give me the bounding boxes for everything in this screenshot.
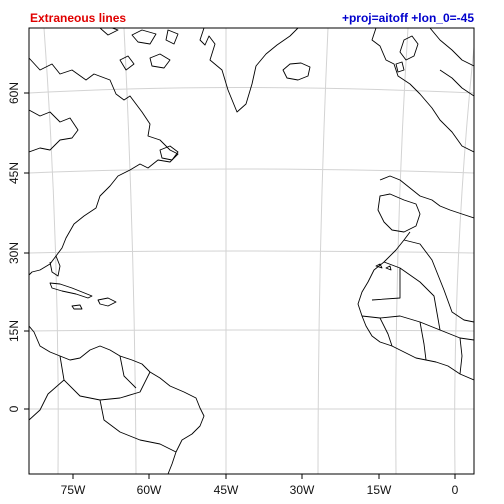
scandinavia-coast (429, 28, 474, 97)
british-isles-coast (395, 35, 419, 73)
arctic-island-3 (149, 53, 171, 69)
africa-coast (357, 231, 474, 381)
newfoundland-coast (159, 145, 179, 161)
y-tick-label: 30N (7, 242, 21, 264)
y-tick-label: 0 (7, 405, 21, 412)
y-axis-labels: 0 15N 30N 45N 60N (7, 82, 21, 412)
y-axis (24, 92, 29, 410)
x-tick-label: 15W (367, 483, 392, 497)
europe-coast (371, 28, 474, 219)
map-plot (0, 28, 474, 474)
meridian-0 (454, 42, 474, 474)
hispaniola-coast (97, 297, 117, 307)
plot-frame (28, 27, 475, 475)
arctic-island-1 (99, 28, 119, 36)
x-tick-label: 60W (137, 483, 162, 497)
parallel-30n (29, 250, 474, 254)
iberia-coast (377, 193, 421, 233)
x-tick-label: 0 (452, 483, 459, 497)
central-america-coast (29, 325, 205, 474)
x-axis (72, 474, 456, 479)
x-tick-label: 75W (61, 483, 86, 497)
arctic-island-2 (131, 29, 157, 45)
map-title: Extraneous lines (30, 11, 127, 25)
coastlines (29, 28, 474, 474)
greenland-coast (199, 28, 299, 113)
y-tick-label: 60N (7, 82, 21, 104)
x-axis-labels: 75W 60W 45W 30W 15W 0 (61, 483, 459, 497)
x-tick-label: 30W (290, 483, 315, 497)
south-america-inner-borders (29, 355, 177, 453)
florida-coast (49, 255, 61, 277)
iceland-coast (282, 62, 311, 81)
parallel-15n (29, 329, 474, 332)
meridian-15w (395, 28, 409, 474)
graticule (0, 28, 474, 474)
arctic-island-5 (165, 29, 179, 45)
y-tick-label: 45N (7, 162, 21, 184)
hudson-bay-coast (29, 109, 79, 153)
x-tick-label: 45W (214, 483, 239, 497)
cuba-coast (49, 282, 93, 299)
jamaica-coast (71, 304, 83, 310)
arctic-island-4 (119, 55, 135, 71)
meridian-75w (43, 28, 59, 474)
north-america-coast (29, 57, 179, 276)
projection-label: +proj=aitoff +lon_0=-45 (341, 11, 474, 25)
canary-islands (375, 263, 392, 271)
africa-borders (361, 239, 474, 375)
y-tick-label: 15N (7, 320, 21, 342)
parallel-60n (29, 87, 474, 94)
parallel-45n (29, 168, 474, 174)
meridian-90w (0, 28, 4, 474)
